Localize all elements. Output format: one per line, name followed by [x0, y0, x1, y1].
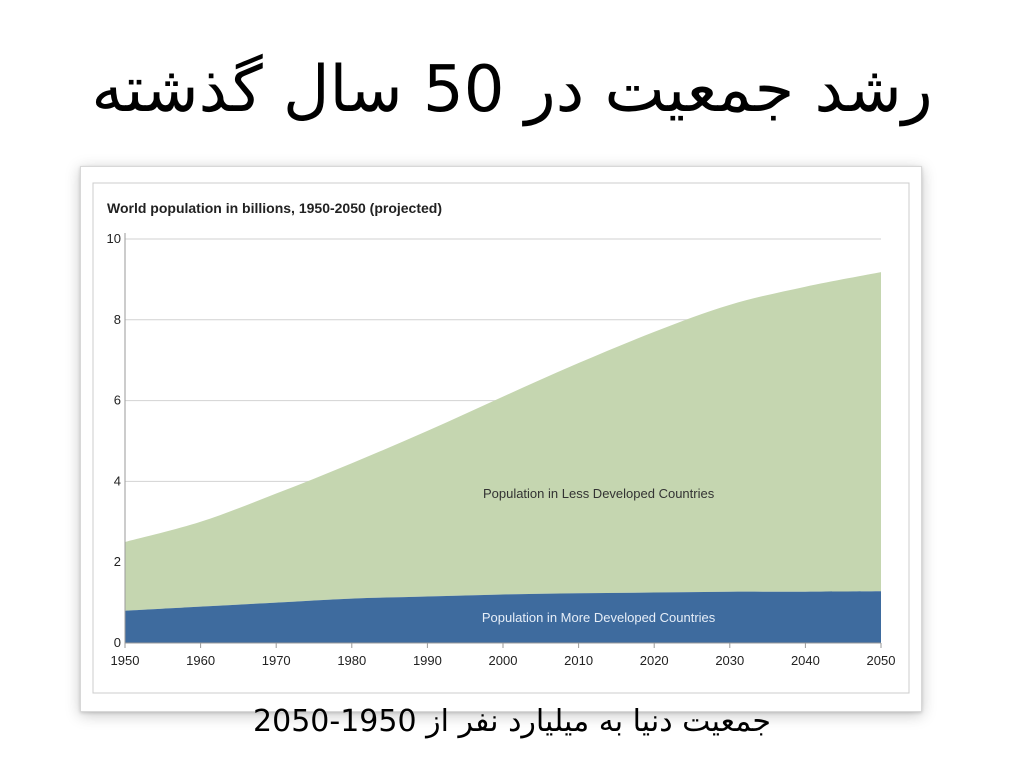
- x-tick-label: 2050: [867, 653, 896, 668]
- stacked-areas: [125, 272, 881, 643]
- chart-title: World population in billions, 1950-2050 …: [107, 200, 442, 216]
- tick-labels: 0 2 4 6 8 10 1950 1960 1970 1980 1990 2000 2010 2020 2…: [107, 231, 896, 668]
- x-tick-label: 2020: [640, 653, 669, 668]
- area-series-0: [125, 591, 881, 643]
- population-area-chart: World population in billions, 1950-2050 …: [92, 182, 910, 694]
- x-tick-label: 1970: [262, 653, 291, 668]
- series-labels: Population in More Developed Countries Po…: [482, 486, 716, 625]
- y-tick-label: 10: [107, 231, 121, 246]
- x-tick-label: 1950: [111, 653, 140, 668]
- series-label-1: Population in Less Developed Countries: [483, 486, 715, 501]
- y-tick-label: 0: [114, 635, 121, 650]
- area-series-1: [125, 272, 881, 611]
- axes: [124, 233, 882, 648]
- x-tick-label: 2000: [489, 653, 518, 668]
- x-tick-label: 1980: [337, 653, 366, 668]
- slide-title: رشد جمعیت در 50 سال گذشته: [91, 53, 933, 127]
- y-tick-label: 2: [114, 554, 121, 569]
- chart-caption: جمعیت دنیا به میلیارد نفر از 1950-2050: [253, 704, 771, 739]
- y-tick-label: 6: [114, 393, 121, 408]
- chart-figure: World population in billions, 1950-2050 …: [80, 166, 922, 712]
- x-tick-label: 2030: [715, 653, 744, 668]
- x-tick-label: 1960: [186, 653, 215, 668]
- x-tick-label: 2010: [564, 653, 593, 668]
- series-label-0: Population in More Developed Countries: [482, 610, 716, 625]
- x-tick-label: 2040: [791, 653, 820, 668]
- y-tick-label: 4: [114, 473, 121, 488]
- x-tick-label: 1990: [413, 653, 442, 668]
- y-tick-label: 8: [114, 312, 121, 327]
